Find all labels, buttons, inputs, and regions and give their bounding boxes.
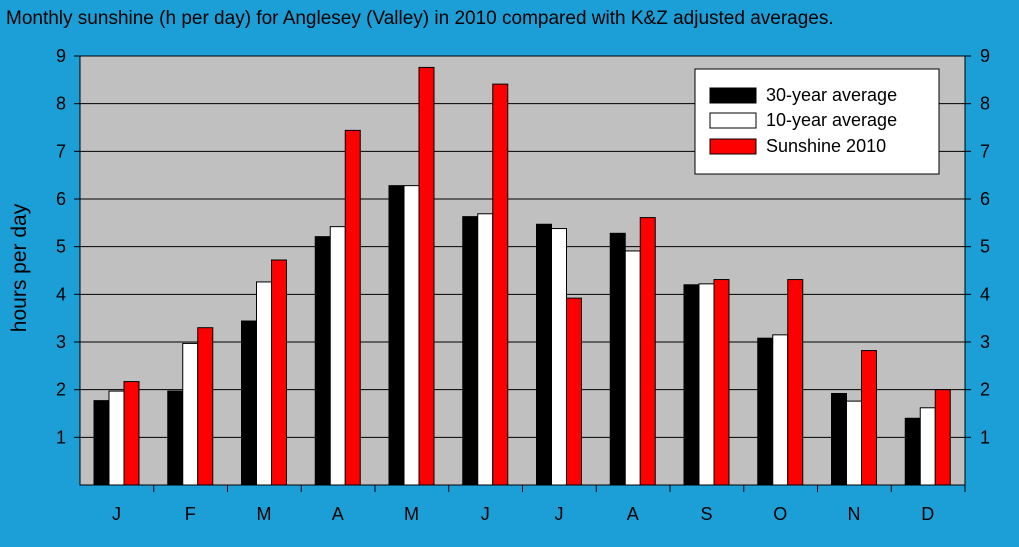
- bar-10-year-average: [477, 213, 494, 486]
- bar-10-year-average: [919, 407, 936, 486]
- bar-10-year-average: [403, 185, 420, 486]
- bar-30-year-average: [536, 223, 552, 486]
- bar-10-year-average: [108, 390, 125, 486]
- y-axis-label: hours per day: [8, 203, 31, 332]
- y-tick-label-left: 2: [56, 380, 66, 400]
- y-tick-label-left: 6: [56, 189, 66, 209]
- bar-10-year-average: [624, 250, 641, 486]
- y-tick-label-left: 8: [56, 94, 66, 114]
- bar-30-year-average: [462, 216, 479, 486]
- bar-sunshine-2010: [934, 389, 951, 486]
- bar-10-year-average: [551, 228, 567, 486]
- x-tick-label: N: [848, 504, 861, 524]
- bar-30-year-average: [609, 232, 626, 486]
- y-tick-label-right: 2: [980, 380, 990, 400]
- bar-sunshine-2010: [492, 83, 509, 486]
- bar-30-year-average: [904, 417, 921, 486]
- x-tick-label: F: [185, 504, 196, 524]
- x-tick-label: M: [404, 504, 419, 524]
- y-tick-label-left: 9: [56, 46, 66, 66]
- bar-30-year-average: [93, 400, 110, 486]
- bar-30-year-average: [314, 236, 331, 486]
- bar-10-year-average: [182, 342, 199, 486]
- bar-30-year-average: [831, 392, 847, 486]
- x-tick-label: S: [700, 504, 712, 524]
- legend-swatch-10-year: [709, 112, 757, 129]
- bar-sunshine-2010: [639, 217, 656, 486]
- legend-label-30-year: 30-year average: [766, 85, 897, 105]
- bar-30-year-average: [388, 185, 405, 486]
- bar-sunshine-2010: [566, 297, 582, 486]
- bar-sunshine-2010: [271, 259, 287, 486]
- y-tick-label-right: 9: [980, 46, 990, 66]
- bar-sunshine-2010: [344, 129, 361, 486]
- y-tick-label-left: 3: [56, 332, 66, 352]
- bar-sunshine-2010: [713, 279, 730, 486]
- y-ticks: 1 1 2 2 3 3 4 4 5 5 6 6 7 7 8 8 9 9: [56, 46, 990, 447]
- bar-sunshine-2010: [861, 350, 877, 486]
- x-tick-label: D: [921, 504, 934, 524]
- x-tick-label: J: [555, 504, 564, 524]
- bars: [93, 66, 951, 486]
- bar-30-year-average: [757, 337, 774, 486]
- y-tick-label-left: 4: [56, 284, 66, 304]
- bar-30-year-average: [167, 390, 184, 486]
- x-tick-label: M: [257, 504, 272, 524]
- x-tick-label: O: [773, 504, 787, 524]
- bar-10-year-average: [329, 226, 346, 486]
- y-tick-label-right: 3: [980, 332, 990, 352]
- legend-swatch-30-year: [709, 87, 757, 104]
- chart-title: Monthly sunshine (h per day) for Anglese…: [6, 8, 834, 29]
- legend: 30-year average 10-year average Sunshine…: [694, 68, 940, 175]
- y-tick-label-right: 4: [980, 284, 990, 304]
- bar-30-year-average: [241, 320, 257, 486]
- bar-sunshine-2010: [123, 381, 140, 486]
- y-tick-label-right: 7: [980, 141, 990, 161]
- x-tick-label: J: [481, 504, 490, 524]
- bar-sunshine-2010: [197, 327, 214, 486]
- x-tick-label: A: [332, 504, 344, 524]
- x-tick-label: J: [112, 504, 121, 524]
- y-tick-label-left: 7: [56, 141, 66, 161]
- legend-swatch-2010: [709, 138, 757, 155]
- bar-10-year-average: [698, 283, 715, 486]
- y-tick-label-left: 1: [56, 427, 66, 447]
- y-tick-label-right: 1: [980, 427, 990, 447]
- bar-10-year-average: [772, 334, 789, 486]
- bar-10-year-average: [846, 400, 862, 486]
- y-tick-label-right: 5: [980, 237, 990, 257]
- x-tick-label: A: [627, 504, 639, 524]
- y-tick-label-left: 5: [56, 237, 66, 257]
- y-tick-label-right: 8: [980, 94, 990, 114]
- bar-sunshine-2010: [787, 279, 804, 486]
- legend-label-2010: Sunshine 2010: [766, 136, 886, 156]
- bar-30-year-average: [683, 284, 700, 486]
- legend-label-10-year: 10-year average: [766, 110, 897, 130]
- bar-sunshine-2010: [418, 66, 435, 486]
- legend-box: [694, 68, 940, 175]
- bar-10-year-average: [256, 281, 272, 486]
- y-tick-label-right: 6: [980, 189, 990, 209]
